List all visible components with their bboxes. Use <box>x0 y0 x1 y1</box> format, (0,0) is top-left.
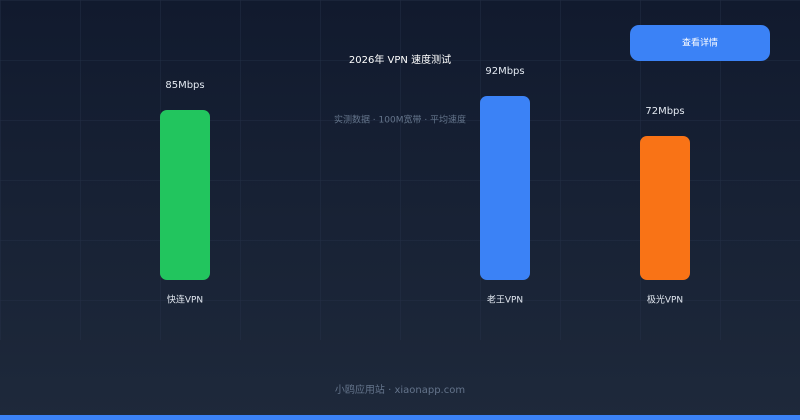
button-label[interactable]: 查看详情 <box>682 37 718 49</box>
value-label: 72Mbps <box>645 106 684 117</box>
value-label: 92Mbps <box>485 66 524 77</box>
button[interactable] <box>630 25 770 61</box>
chart-subtitle: 实测数据 · 100M宽带 · 平均速度 <box>334 114 466 126</box>
chart-title: 2026年 VPN 速度测试 <box>349 53 451 66</box>
footer: 小鸥应用站 · xiaonapp.com <box>335 383 465 396</box>
value-label: 85Mbps <box>165 80 204 91</box>
bar <box>160 110 210 280</box>
x-tick-label: 快连VPN <box>167 294 203 306</box>
x-tick-label: 极光VPN <box>647 294 683 306</box>
x-tick-label: 老王VPN <box>487 294 523 306</box>
bottom-bar <box>0 415 800 420</box>
bar <box>480 96 530 280</box>
bar <box>640 136 690 280</box>
